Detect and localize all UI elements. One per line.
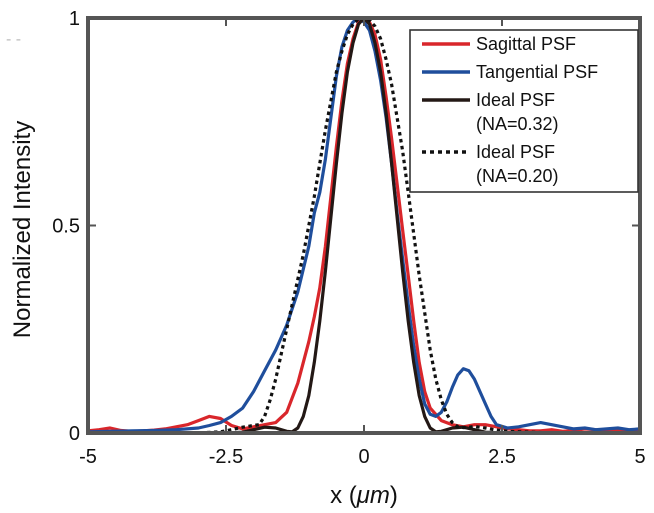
x-tick-label: -5 <box>79 446 97 468</box>
legend-box <box>409 29 639 193</box>
x-axis-title-prefix: x ( <box>330 482 357 509</box>
x-axis-title: x (μm) <box>330 482 398 509</box>
x-tick-label: 2.5 <box>488 446 516 468</box>
y-tick-label: 1 <box>69 8 80 30</box>
x-axis-title-unit: μm <box>356 482 390 509</box>
y-tick-label: 0.5 <box>52 216 80 238</box>
legend-label-ideal-psf-na-0-20: Ideal PSF <box>476 142 555 162</box>
ticks-layer: -5 -2.5 0 2.5 5 0 0.5 1 <box>52 8 645 468</box>
legend-label-tangential-psf: Tangential PSF <box>476 62 598 82</box>
x-tick-label: -2.5 <box>209 446 243 468</box>
legend-label-ideal-psf-na-0-32: Ideal PSF <box>476 90 555 110</box>
legend-label-ideal-psf-na-0-20: (NA=0.20) <box>476 166 559 186</box>
legend-label-ideal-psf-na-0-32: (NA=0.32) <box>476 114 559 134</box>
x-tick-label: 0 <box>358 446 369 468</box>
y-axis-title: Normalized Intensity <box>9 121 36 338</box>
legend: Sagittal PSF Tangential PSF Ideal PSF (NA=0… <box>409 29 639 193</box>
y-tick-label: 0 <box>69 423 80 445</box>
legend-label-sagittal-psf: Sagittal PSF <box>476 34 576 54</box>
x-tick-label: 5 <box>634 446 645 468</box>
x-axis-title-suffix: ) <box>390 482 398 509</box>
corner-mark: - - <box>6 31 21 48</box>
